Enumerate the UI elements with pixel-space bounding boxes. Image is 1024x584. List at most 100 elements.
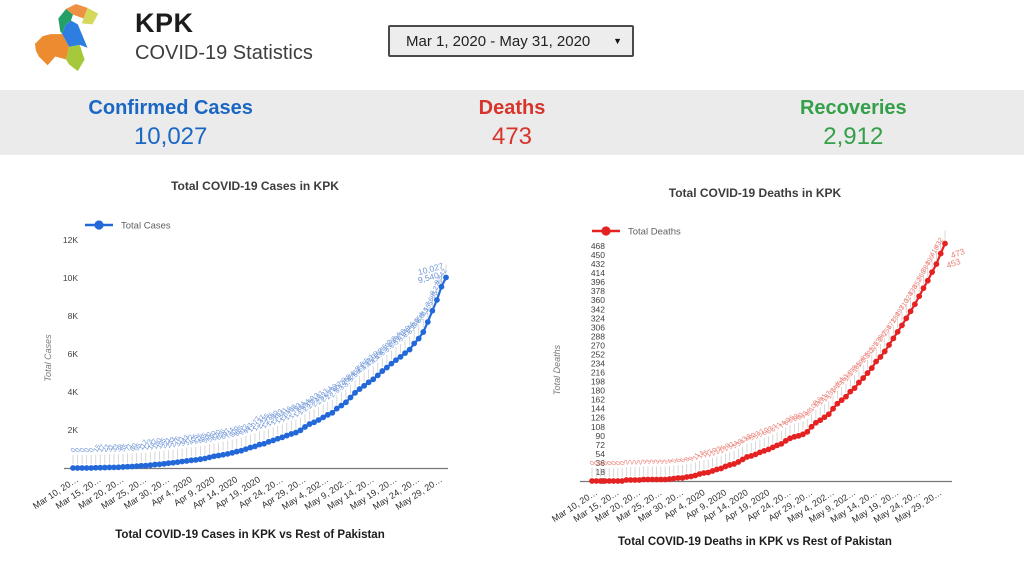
- data-point: [877, 354, 884, 360]
- data-point: [920, 285, 927, 292]
- data-point: [238, 447, 245, 454]
- stat-confirmed-label: Confirmed Cases: [88, 97, 253, 119]
- annotation-label: 0: [602, 460, 610, 467]
- annotation-label: 93: [800, 410, 810, 420]
- data-point: [429, 307, 436, 314]
- data-point: [343, 399, 349, 406]
- y-axis-title: Total Deaths: [552, 344, 562, 395]
- y-tick-label: 378: [591, 286, 605, 296]
- data-point: [907, 308, 914, 315]
- data-point: [614, 478, 621, 484]
- annotation-label: 74: [778, 420, 788, 430]
- y-tick-label: 4K: [68, 387, 79, 397]
- data-point: [393, 357, 399, 364]
- annotation-label: 71: [774, 421, 784, 431]
- data-point: [817, 417, 824, 424]
- data-point: [606, 478, 613, 484]
- annotation-label: 9: [688, 455, 696, 462]
- y-tick-label: 12K: [63, 235, 78, 245]
- annotation-label: 90: [795, 412, 805, 422]
- annotation-label: 0: [74, 447, 82, 454]
- data-point: [206, 454, 213, 461]
- data-point: [265, 438, 272, 445]
- data-point: [192, 457, 199, 463]
- chart-canvas-1[interactable]: Total COVID-19 Deaths in KPK Total Deaths…: [530, 170, 1024, 534]
- data-point: [151, 461, 158, 468]
- annotation-label: 0: [615, 460, 623, 467]
- annotation-label: 3: [662, 458, 670, 465]
- data-point: [183, 458, 190, 464]
- y-axis-title: Total Cases: [43, 334, 53, 382]
- y-tick-label: 2K: [68, 425, 79, 435]
- page-subtitle: COVID-19 Statistics: [135, 41, 313, 64]
- y-tick-label: 126: [591, 413, 605, 423]
- annotation-label: 0: [606, 460, 614, 467]
- y-tick-label: 270: [591, 340, 605, 350]
- data-point: [782, 437, 789, 444]
- data-point: [731, 461, 737, 467]
- annotation-label: 23: [102, 443, 112, 453]
- annotation-label: 117: [138, 439, 150, 452]
- annotation-label: 0: [593, 460, 601, 467]
- annotation-label: 34: [731, 440, 741, 450]
- data-point: [860, 375, 867, 381]
- data-point: [306, 421, 313, 427]
- y-tick-label: 324: [591, 313, 605, 323]
- y-tick-label: 162: [591, 395, 605, 405]
- annotation-label: 38: [115, 443, 125, 453]
- data-point: [933, 261, 940, 267]
- chevron-down-icon: ▼: [613, 36, 622, 46]
- header: KPK COVID-19 Statistics Mar 1, 2020 - Ma…: [0, 0, 1024, 90]
- pakistan-map-logo: [34, 3, 99, 72]
- data-point: [804, 428, 811, 435]
- data-point: [224, 450, 231, 457]
- annotation-label: 17: [705, 448, 715, 458]
- data-point: [830, 405, 836, 412]
- annotation-label: 3: [649, 458, 657, 465]
- date-range-select[interactable]: Mar 1, 2020 - May 31, 2020 ▼: [388, 25, 634, 57]
- data-point: [438, 283, 445, 290]
- annotation-label: 0: [79, 447, 87, 454]
- stat-1: Deaths 473: [341, 90, 682, 151]
- data-point: [92, 464, 99, 471]
- data-point: [808, 423, 815, 430]
- data-point: [197, 456, 204, 463]
- data-point: [247, 444, 254, 451]
- data-point: [683, 474, 690, 480]
- data-point: [924, 277, 931, 284]
- data-point: [297, 427, 304, 434]
- data-point: [352, 389, 358, 396]
- annotation-label: 14: [696, 450, 706, 460]
- annotation-label: 98: [804, 408, 814, 418]
- data-point: [124, 463, 131, 470]
- data-point: [864, 370, 871, 376]
- data-point: [156, 461, 163, 468]
- y-tick-label: 414: [591, 268, 605, 278]
- data-point: [675, 475, 681, 481]
- logo-region-gilgit: [66, 3, 88, 19]
- data-point: [379, 368, 386, 374]
- data-point: [324, 411, 331, 418]
- data-point: [138, 462, 145, 469]
- data-point: [70, 465, 76, 471]
- data-point: [838, 397, 845, 404]
- annotation-label: 3: [640, 458, 648, 465]
- data-point: [129, 463, 136, 470]
- data-point: [133, 463, 140, 470]
- annotation-label: 38: [735, 438, 745, 448]
- data-point: [279, 434, 286, 441]
- annotation-label: 63: [765, 425, 775, 435]
- data-point: [623, 477, 630, 483]
- data-point: [735, 459, 742, 465]
- data-point: [632, 477, 638, 483]
- stat-deaths-label: Deaths: [478, 97, 546, 119]
- annotation-label: 453: [945, 256, 962, 270]
- data-point: [825, 411, 832, 418]
- data-point: [881, 348, 888, 355]
- data-point: [302, 424, 308, 430]
- data-point: [388, 360, 395, 367]
- chart-canvas-0[interactable]: Total COVID-19 Cases in KPK Total Cases 12…: [20, 170, 520, 526]
- data-point: [97, 464, 104, 471]
- data-point: [356, 386, 363, 392]
- data-point: [916, 293, 923, 300]
